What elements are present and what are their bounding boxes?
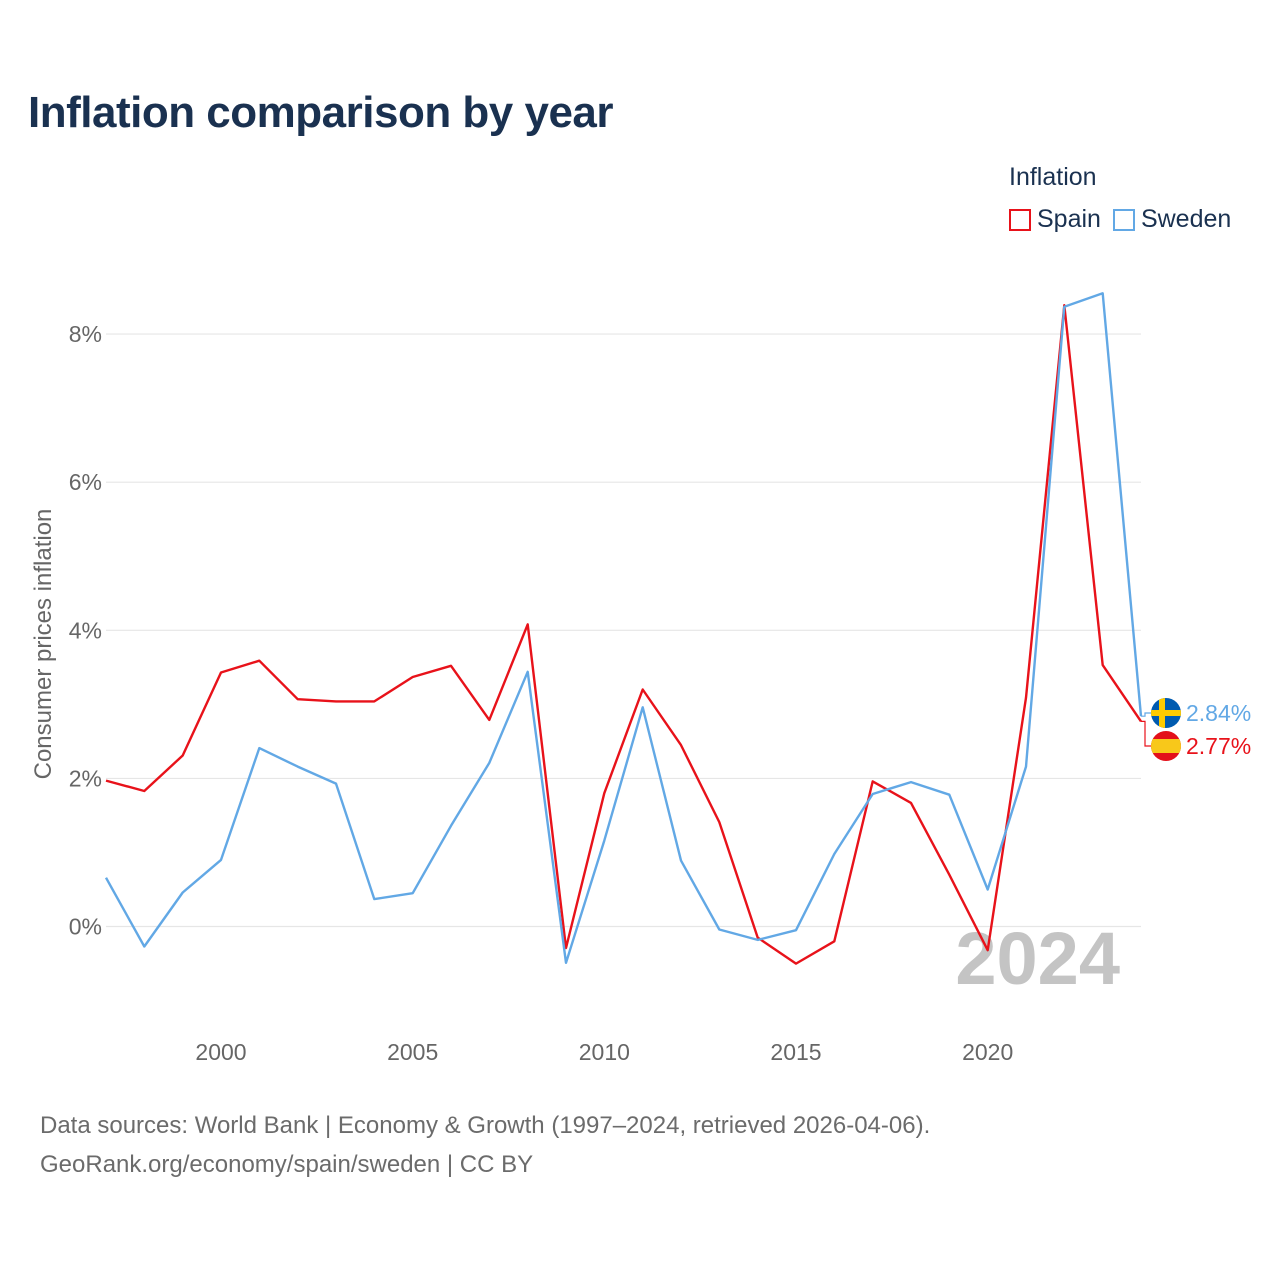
footer-sources: Data sources: World Bank | Economy & Gro… [40,1112,931,1139]
y-tick-label: 8% [69,321,102,347]
legend-label-spain: Spain [1037,205,1101,233]
series-line-sweden[interactable] [104,292,1143,964]
x-tick-label: 2000 [195,1039,246,1065]
y-tick-label: 2% [69,765,102,791]
year-watermark: 2024 [955,917,1120,1000]
end-label-sweden: 2.84% [1186,700,1251,726]
legend-item-sweden[interactable]: Sweden [1112,205,1232,234]
footer-link[interactable]: GeoRank.org/economy/spain/sweden | CC BY [40,1151,534,1178]
sweden-flag-icon [1151,698,1181,728]
footer: Data sources: World Bank | Economy & Gro… [40,1106,930,1184]
series-line-spain[interactable] [105,304,1142,965]
legend-title: Inflation [1009,163,1097,191]
legend-item-spain[interactable]: Spain [1009,205,1101,234]
y-axis-title: Consumer prices inflation [30,509,57,780]
series-group [104,292,1143,965]
x-tick-label: 2010 [579,1039,630,1065]
end-label-spain: 2.77% [1186,733,1251,759]
x-tick-label: 2015 [770,1039,821,1065]
y-axis: 0% 2% 4% 6% 8% [69,321,102,939]
x-tick-label: 2005 [387,1039,438,1065]
x-axis: 2000 2005 2010 2015 2020 [195,1039,1013,1065]
legend-label-sweden: Sweden [1140,205,1232,233]
grid [106,333,1141,928]
chart-title: Inflation comparison by year [28,88,614,137]
y-tick-label: 0% [69,914,102,940]
spain-flag-icon [1151,731,1181,761]
end-connector-spain [1141,720,1151,747]
end-labels: 2.77% 2.84% [1141,698,1251,761]
legend-swatch-spain [1009,208,1031,231]
y-tick-label: 4% [69,617,102,643]
legend-swatch-sweden [1112,208,1135,231]
end-connector-sweden [1141,712,1151,717]
legend: Spain Sweden [1009,205,1243,234]
x-tick-label: 2020 [962,1039,1013,1065]
y-tick-label: 6% [69,469,102,495]
